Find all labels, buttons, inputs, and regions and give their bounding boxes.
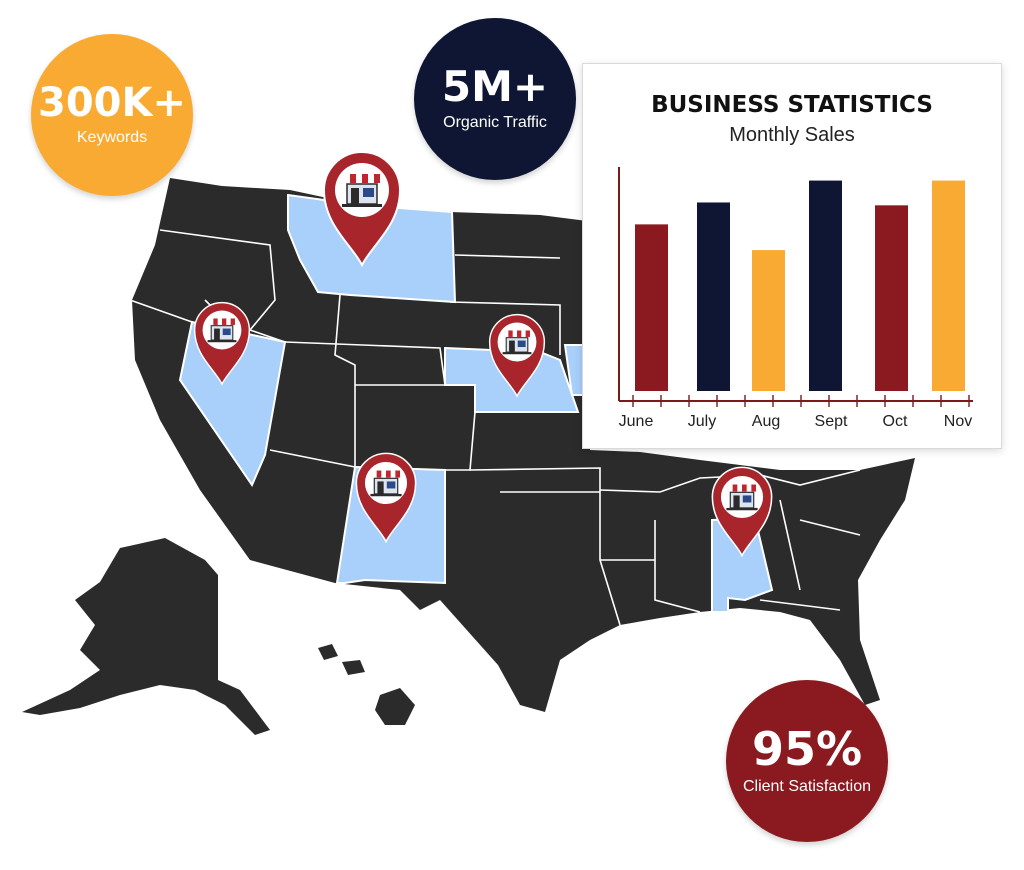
bar-july — [697, 202, 730, 391]
keywords-stat-label: Keywords — [76, 129, 148, 146]
x-tick-label-oct: Oct — [883, 413, 908, 430]
traffic-stat-label: Organic Traffic — [443, 114, 547, 131]
border-line — [334, 294, 356, 467]
border-line — [159, 229, 286, 343]
satisfaction-stat-value: 95% — [751, 722, 863, 776]
border-line — [654, 520, 701, 613]
chart-tick-labels: June July Aug Sept Oct Nov — [619, 413, 973, 430]
hawaii-island-3 — [342, 660, 365, 675]
bar-oct — [875, 205, 908, 391]
border-line — [469, 467, 621, 626]
bar-sept — [809, 180, 842, 391]
border-line — [129, 299, 193, 323]
keywords-stat-badge: 300K+ Keywords — [31, 34, 193, 196]
chart-subtitle: Monthly Sales — [729, 124, 855, 146]
store-pins — [193, 151, 773, 558]
hawaii-island-2 — [318, 644, 338, 660]
chart-bars — [635, 180, 965, 391]
satisfaction-stat-badge: 95% Client Satisfaction — [726, 680, 888, 842]
chart-axes — [618, 167, 973, 402]
map-pin-nebraska — [488, 313, 546, 398]
x-tick-label-june: June — [619, 413, 654, 430]
border-line — [449, 301, 561, 355]
x-tick-label-sept: Sept — [815, 413, 848, 430]
alaska-shape — [22, 538, 270, 735]
border-line — [355, 384, 476, 471]
traffic-stat-badge: 5M+ Organic Traffic — [414, 18, 576, 180]
chart-ticks — [632, 395, 970, 407]
storefront-icon — [502, 330, 532, 355]
bar-nov — [932, 180, 965, 391]
monthly-sales-chart: June July Aug Sept Oct Nov — [618, 167, 973, 430]
border-line — [779, 499, 801, 591]
border-line — [269, 449, 356, 468]
map-pin-nevada — [193, 301, 251, 386]
border-line — [454, 254, 561, 259]
storefront-icon — [342, 174, 382, 207]
border-line — [799, 519, 861, 536]
storefront-icon — [207, 318, 237, 343]
storefront-icon — [726, 484, 758, 511]
satisfaction-stat-label: Client Satisfaction — [742, 778, 872, 795]
border-line — [759, 599, 841, 611]
bar-aug — [752, 250, 785, 391]
chart-title: BUSINESS STATISTICS — [651, 92, 933, 118]
map-pin-alabama — [711, 466, 773, 558]
map-pin-montana — [322, 151, 402, 268]
keywords-stat-value: 300K+ — [37, 80, 186, 126]
business-statistics-card: BUSINESS STATISTICS Monthly Sales June Ju… — [582, 63, 1002, 449]
traffic-stat-value: 5M+ — [441, 62, 549, 111]
hawaii-shape — [375, 688, 415, 725]
bar-june — [635, 224, 668, 391]
x-tick-label-july: July — [688, 413, 716, 430]
storefront-icon — [370, 470, 402, 497]
map-pin-new-mexico — [355, 452, 417, 544]
x-tick-label-nov: Nov — [944, 413, 972, 430]
x-tick-label-aug: Aug — [752, 413, 780, 430]
